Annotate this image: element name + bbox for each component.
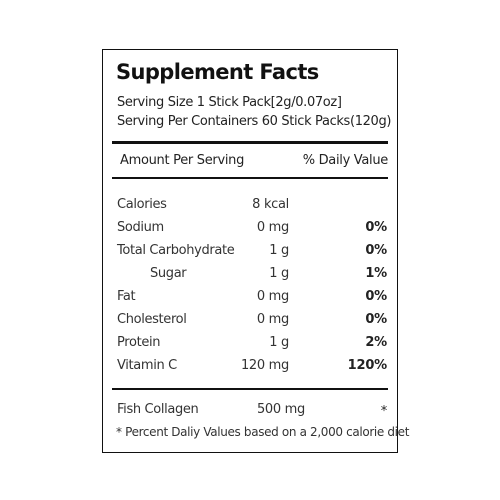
nutrient-daily-value: 0% bbox=[365, 289, 387, 304]
nutrient-name: Sugar bbox=[150, 266, 187, 281]
nutrient-amount: 1 g bbox=[269, 266, 289, 281]
nutrient-amount: 0 mg bbox=[256, 289, 289, 304]
nutrient-daily-value: 2% bbox=[365, 335, 387, 350]
nutrient-amount: 120 mg bbox=[240, 358, 289, 373]
nutrient-name: Cholesterol bbox=[117, 312, 187, 327]
footnote: * Percent Daliy Values based on a 2,000 … bbox=[116, 425, 410, 439]
nutrient-amount: 1 g bbox=[269, 243, 289, 258]
header-divider bbox=[112, 177, 388, 179]
nutrient-name: Vitamin C bbox=[117, 358, 177, 373]
nutrient-name: Protein bbox=[117, 335, 161, 350]
nutrient-amount: 0 mg bbox=[256, 220, 289, 235]
panel-title: Supplement Facts bbox=[116, 60, 319, 84]
other-ingredient-name: Fish Collagen bbox=[117, 402, 199, 417]
nutrient-daily-value: 0% bbox=[365, 220, 387, 235]
nutrient-amount: 1 g bbox=[269, 335, 289, 350]
nutrients-divider bbox=[112, 388, 388, 390]
daily-value-header: % Daily Value bbox=[302, 153, 389, 168]
nutrient-name: Total Carbohydrate bbox=[117, 243, 235, 258]
nutrient-daily-value: 0% bbox=[365, 243, 387, 258]
amount-per-serving-header: Amount Per Serving bbox=[120, 153, 245, 168]
serving-size: Serving Size 1 Stick Pack[2g/0.07oz] bbox=[117, 95, 342, 110]
nutrient-amount: 8 kcal bbox=[252, 197, 289, 212]
thick-divider bbox=[112, 141, 388, 144]
nutrient-daily-value: 1% bbox=[365, 266, 387, 281]
nutrient-daily-value: 120% bbox=[347, 358, 388, 373]
nutrient-name: Fat bbox=[117, 289, 136, 304]
nutrient-name: Calories bbox=[117, 197, 167, 212]
nutrient-daily-value: 0% bbox=[365, 312, 387, 327]
other-ingredient-amount: 500 mg bbox=[256, 402, 305, 417]
servings-per-container: Serving Per Containers 60 Stick Packs(12… bbox=[117, 114, 392, 129]
nutrient-amount: 0 mg bbox=[256, 312, 289, 327]
supplement-facts-panel: Supplement Facts Serving Size 1 Stick Pa… bbox=[102, 49, 409, 453]
other-ingredient-daily-value: * bbox=[380, 404, 388, 419]
nutrient-name: Sodium bbox=[117, 220, 164, 235]
